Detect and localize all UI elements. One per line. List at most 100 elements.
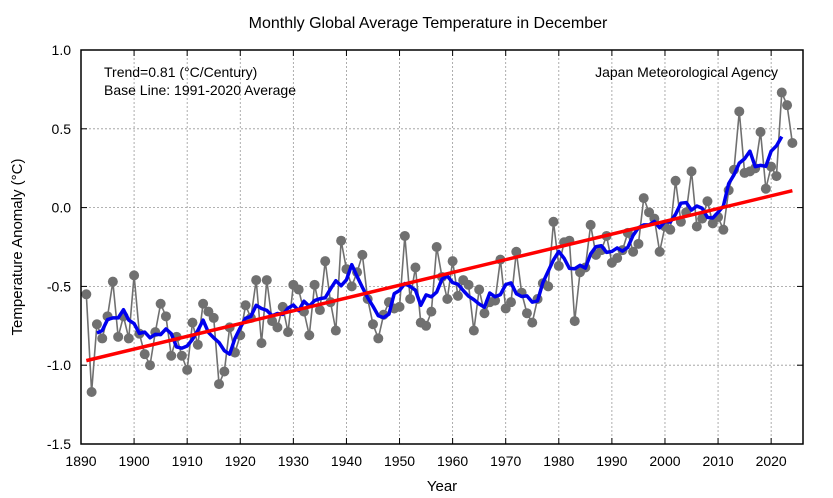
annual-series-line [85, 92, 794, 393]
annual-data-point [129, 270, 140, 281]
annual-data-point [182, 364, 193, 375]
source-annotation: Japan Meteorological Agency [595, 64, 778, 80]
annual-data-point [633, 238, 644, 249]
annual-data-point [256, 338, 267, 349]
annual-data-point [160, 311, 171, 322]
annual-data-point [219, 366, 230, 377]
annual-data-point [357, 249, 368, 260]
annual-data-point [251, 275, 262, 286]
annual-data-point [187, 317, 198, 328]
annual-data-point [405, 294, 416, 305]
annual-data-point [697, 213, 708, 224]
annual-data-point [521, 308, 532, 319]
x-tick-label: 1910 [172, 453, 203, 469]
annual-data-point [309, 279, 320, 290]
annual-data-point [155, 298, 166, 309]
baseline-annotation: Base Line: 1991-2020 Average [104, 82, 296, 98]
y-axis-label: Temperature Anomaly (°C) [9, 159, 26, 336]
annual-data-point [145, 360, 156, 371]
y-tick-label: -0.5 [47, 278, 71, 294]
annual-data-point [91, 319, 102, 330]
annual-data-point [691, 221, 702, 232]
chart-title: Monthly Global Average Temperature in De… [249, 15, 608, 32]
x-tick-label: 1900 [119, 453, 150, 469]
annual-data-point [702, 196, 713, 207]
annual-data-point [787, 137, 798, 148]
annual-data-point [474, 284, 485, 295]
annual-data-point [139, 349, 150, 360]
annual-data-point [176, 350, 187, 361]
plot-frame [80, 49, 804, 445]
annual-data-point [718, 224, 729, 235]
x-tick-label: 1990 [596, 453, 627, 469]
annual-data-point [373, 333, 384, 344]
annual-data-point [638, 193, 649, 204]
annual-data-point [346, 281, 357, 292]
annual-data-point [452, 290, 463, 301]
annual-data-point [628, 246, 639, 257]
annual-data-point [314, 305, 325, 316]
annual-data-point [97, 333, 108, 344]
annual-data-point [336, 235, 347, 246]
annual-data-point [394, 301, 405, 312]
annual-data-point [367, 319, 378, 330]
x-tick-label: 2020 [756, 453, 787, 469]
annual-data-point [553, 260, 564, 271]
annual-data-point [272, 322, 283, 333]
x-axis-label: Year [427, 478, 457, 495]
x-tick-label: 1960 [437, 453, 468, 469]
annual-data-point [468, 325, 479, 336]
annual-data-point [548, 216, 559, 227]
y-tick-label: 1.0 [52, 42, 72, 58]
annual-data-point [612, 253, 623, 264]
annual-data-point [421, 320, 432, 331]
annual-data-point [686, 166, 697, 177]
annual-data-point [776, 87, 787, 98]
x-tick-label: 1970 [490, 453, 521, 469]
annual-data-point [283, 327, 294, 338]
annual-data-point [123, 333, 134, 344]
annual-data-point [569, 316, 580, 327]
annual-data-point [81, 289, 92, 300]
trend-line [85, 188, 793, 363]
annual-data-point [113, 331, 124, 342]
annual-data-point [410, 262, 421, 273]
annual-data-point [208, 312, 219, 323]
annual-data-point [166, 350, 177, 361]
annual-data-point [479, 308, 490, 319]
annual-data-point [665, 224, 676, 235]
annual-data-point [766, 161, 777, 172]
x-tick-label: 1890 [65, 453, 96, 469]
annual-data-point [734, 106, 745, 117]
x-tick-label: 2000 [649, 453, 680, 469]
annual-data-point [86, 386, 97, 397]
annual-data-point [527, 317, 538, 328]
annual-data-point [431, 242, 442, 252]
annual-data-point [511, 246, 522, 257]
annual-data-point [198, 298, 209, 309]
y-tick-label: 0.5 [52, 121, 72, 137]
grid [81, 50, 803, 444]
annual-data-point [304, 330, 315, 341]
y-tick-label: -1.5 [47, 436, 71, 452]
annual-data-point [543, 281, 554, 292]
annual-data-point [442, 294, 453, 305]
annual-data-point [293, 284, 304, 295]
annual-data-point [463, 279, 474, 290]
x-tick-label: 1920 [225, 453, 256, 469]
x-tick-label: 1940 [331, 453, 362, 469]
annual-data-point [506, 297, 517, 308]
x-tick-label: 1930 [278, 453, 309, 469]
annual-data-point [782, 100, 793, 111]
annual-data-point [107, 276, 118, 287]
y-tick-label: 0.0 [52, 200, 72, 216]
annual-data-point [426, 306, 437, 317]
annual-data-point [240, 300, 251, 311]
annual-data-point [654, 246, 665, 257]
x-tick-label: 1950 [384, 453, 415, 469]
annual-data-point [755, 126, 766, 137]
annual-data-point [399, 230, 410, 241]
annual-data-point [760, 183, 771, 194]
annual-data-point [771, 171, 782, 182]
